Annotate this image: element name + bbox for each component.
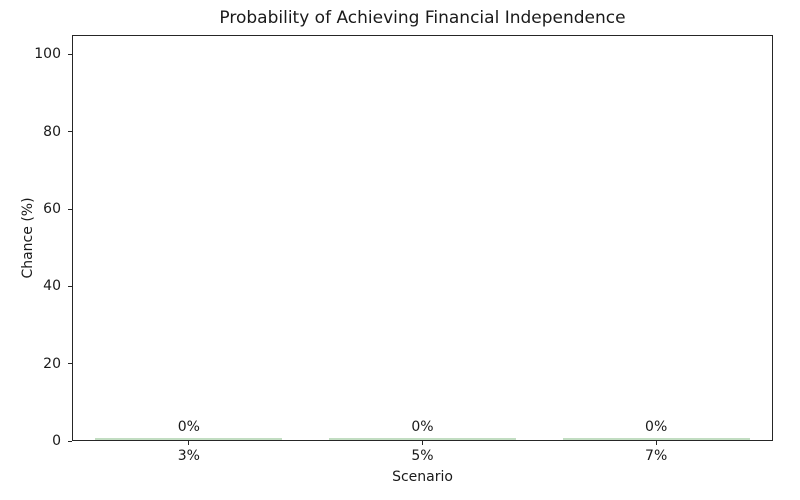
x-axis-label: Scenario [392, 469, 453, 485]
y-tick-mark [68, 440, 72, 442]
x-tick-mark [188, 441, 190, 445]
y-tick-label: 20 [43, 355, 61, 372]
y-tick-label: 60 [43, 201, 61, 217]
y-tick-mark [68, 208, 72, 210]
plot-area [72, 35, 773, 441]
bar-3pct [95, 438, 283, 440]
y-tick-mark [68, 285, 72, 287]
bar-value-label: 0% [411, 419, 434, 435]
bar-5pct [329, 438, 516, 440]
bar-7pct [562, 438, 750, 440]
y-axis-label: Chance (%) [20, 197, 36, 279]
x-tick-label: 3% [177, 448, 200, 464]
bar-value-label: 0% [177, 419, 200, 435]
bar-value-label: 0% [645, 419, 668, 435]
x-tick-label: 7% [645, 448, 668, 464]
y-tick-label: 80 [43, 123, 61, 140]
chart-title: Probability of Achieving Financial Indep… [219, 8, 626, 28]
x-tick-mark [655, 441, 657, 445]
y-tick-label: 0 [52, 433, 61, 449]
y-tick-label: 40 [43, 278, 61, 295]
y-tick-label: 100 [34, 46, 61, 63]
y-tick-mark [68, 131, 72, 133]
x-tick-mark [422, 441, 423, 445]
y-tick-mark [68, 53, 72, 55]
y-tick-mark [68, 363, 72, 365]
x-tick-label: 5% [411, 448, 434, 464]
